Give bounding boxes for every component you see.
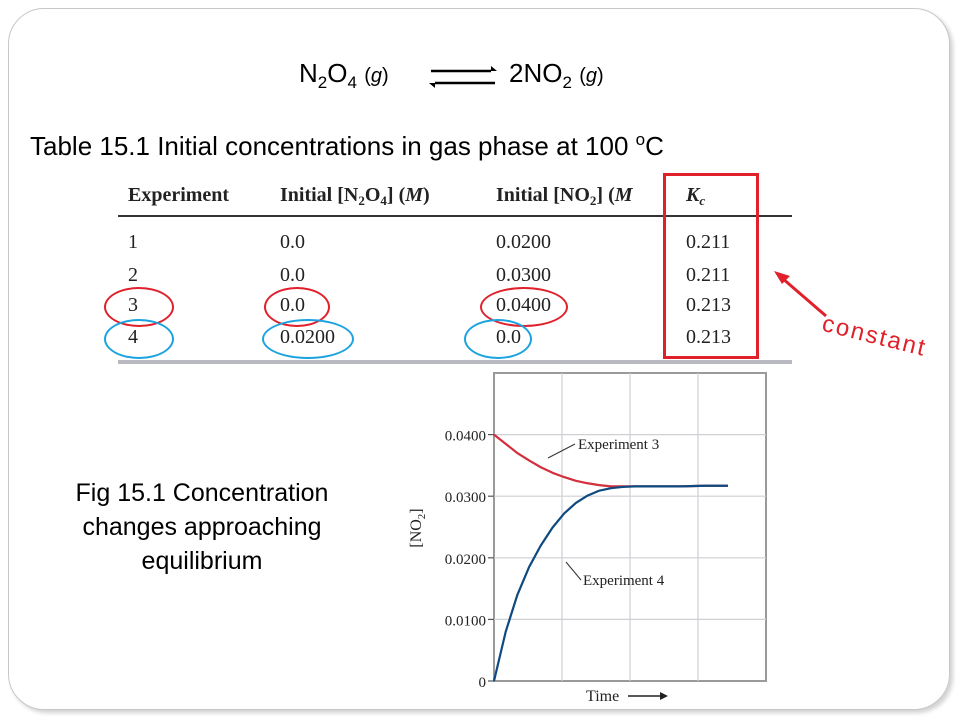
header-kc: Kc [686,184,706,208]
highlight-oval-no2-4 [464,319,532,359]
cell-no2-2: 0.0300 [496,264,551,286]
highlight-oval-n2o4-4 [262,319,354,359]
product-n: N [523,58,543,88]
header-rule [118,215,792,217]
constant-arrow-icon [774,271,827,318]
degree-symbol: o [635,130,646,149]
cell-kc-3: 0.213 [686,294,731,316]
cell-kc-4: 0.213 [686,326,731,348]
reactant-phase: g [370,65,382,87]
cell-no2-1: 0.0200 [496,231,551,253]
header-initial-n2o4: Initial [N2O4] (M) [280,184,430,208]
reaction-equation: N2O4 (g) 2NO2 (g) [299,58,604,92]
header-experiment: Experiment [128,184,230,206]
figure-caption-line1: Fig 15.1 Concentration [75,479,329,507]
table-caption-text: Table 15.1 Initial concentrations in gas… [30,131,636,161]
cell-n2o4-1: 0.0 [280,231,305,253]
table-bottom-rule [118,360,792,364]
product-phase: g [585,65,597,87]
cell-experiment-1: 1 [128,231,138,253]
temperature-unit: C [645,131,664,161]
product-coefficient: 2 [509,58,524,88]
reactant-n-subscript: 2 [317,73,328,92]
highlight-oval-exp4 [104,319,174,359]
reactant-o: O [327,58,348,88]
reactant-o-subscript: 4 [347,73,357,92]
cell-kc-2: 0.211 [686,264,731,286]
product-o-subscript: 2 [562,73,572,92]
header-initial-no2: Initial [NO2] (M [496,184,633,208]
figure-caption-line2: changes approaching [82,513,322,541]
table-caption: Table 15.1 Initial concentrations in gas… [30,130,664,162]
slide-frame [8,8,950,710]
cell-n2o4-2: 0.0 [280,264,305,286]
cell-kc-1: 0.211 [686,231,731,253]
equilibrium-arrows-icon [429,66,497,88]
product: 2NO2 (g) [509,58,604,92]
cell-experiment-2: 2 [128,264,138,286]
figure-caption: Fig 15.1 Concentration changes approachi… [28,476,376,578]
reactant-n: N [299,58,318,88]
figure-caption-line3: equilibrium [141,547,263,575]
kc-highlight-box [663,173,759,359]
product-o: O [542,58,563,88]
